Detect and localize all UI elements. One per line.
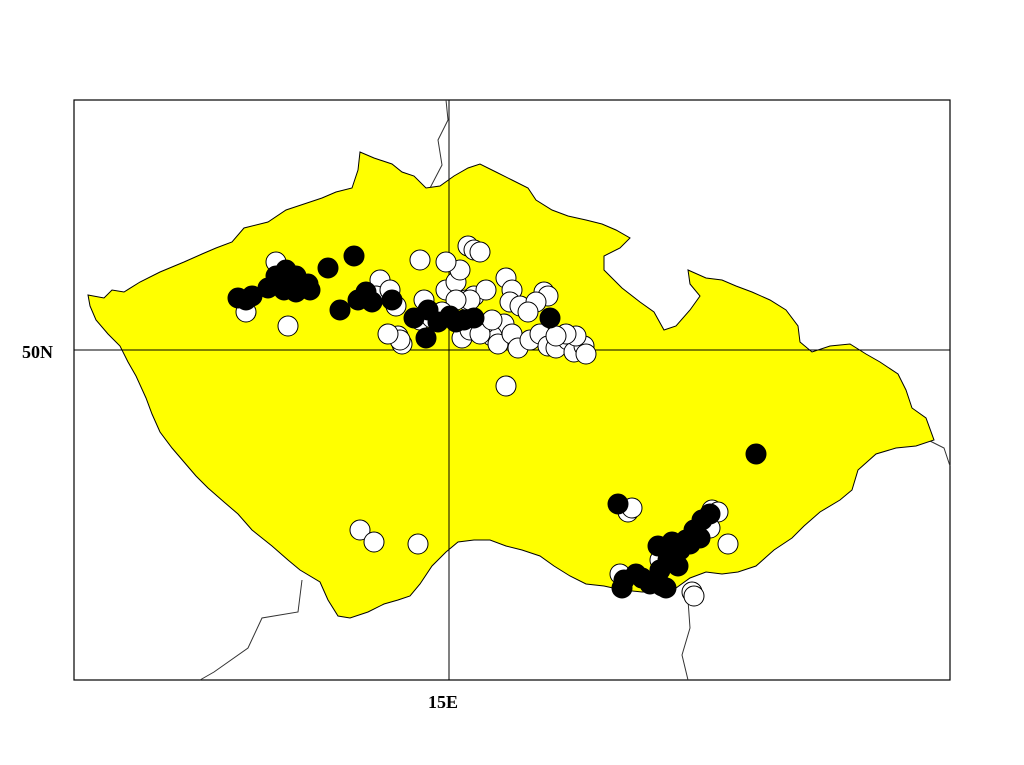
black-occurrence-dot <box>415 327 437 349</box>
black-occurrence-dot <box>539 307 561 329</box>
white-occurrence-dot <box>517 301 539 323</box>
white-occurrence-dot <box>407 533 429 555</box>
border-germany-austria <box>199 579 303 681</box>
white-occurrence-dot <box>277 315 299 337</box>
white-occurrence-dot <box>495 375 517 397</box>
black-occurrence-dot <box>611 577 633 599</box>
black-occurrence-dot <box>463 307 485 329</box>
black-occurrence-dot <box>285 281 307 303</box>
white-occurrence-dot <box>469 241 491 263</box>
black-occurrence-dot <box>343 245 365 267</box>
black-occurrence-dot <box>381 289 403 311</box>
white-occurrence-dot <box>363 531 385 553</box>
white-occurrence-dot <box>409 249 431 271</box>
black-occurrence-dot <box>445 311 467 333</box>
white-occurrence-dot <box>683 585 705 607</box>
latitude-label: 50N <box>22 342 53 362</box>
white-occurrence-dot <box>481 309 503 331</box>
neighbour-borders <box>199 99 951 681</box>
black-occurrence-dot <box>317 257 339 279</box>
white-occurrence-dot <box>475 279 497 301</box>
white-occurrence-dot <box>545 325 567 347</box>
black-occurrence-dot <box>607 493 629 515</box>
black-occurrence-dot <box>689 527 711 549</box>
white-occurrence-dot <box>435 251 457 273</box>
black-occurrence-dot <box>427 311 449 333</box>
black-occurrence-dot <box>265 265 287 287</box>
white-occurrence-dot <box>717 533 739 555</box>
black-occurrence-dot <box>655 577 677 599</box>
black-occurrence-dot <box>699 503 721 525</box>
border-austria-slovakia <box>681 599 691 681</box>
black-occurrence-dot <box>329 299 351 321</box>
white-occurrence-dot <box>575 343 597 365</box>
black-occurrence-dot <box>745 443 767 465</box>
black-occurrence-dot <box>403 307 425 329</box>
white-occurrence-dot <box>349 519 371 541</box>
black-occurrence-dot <box>235 289 257 311</box>
border-germany-poland-north <box>429 99 449 189</box>
black-occurrence-dot <box>361 291 383 313</box>
white-occurrence-dot <box>377 323 399 345</box>
occurrence-points <box>227 235 767 607</box>
border-poland-slovakia <box>927 439 951 467</box>
longitude-label: 15E <box>428 692 458 712</box>
